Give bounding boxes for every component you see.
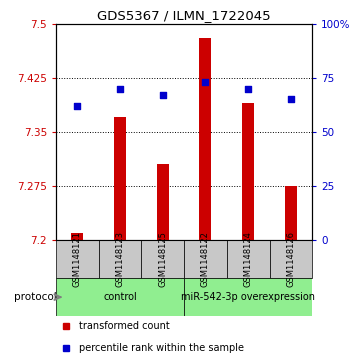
Bar — [184, 278, 312, 316]
Text: GSM1148123: GSM1148123 — [116, 231, 125, 287]
Text: GSM1148125: GSM1148125 — [158, 231, 167, 287]
Title: GDS5367 / ILMN_1722045: GDS5367 / ILMN_1722045 — [97, 9, 271, 23]
Point — [160, 92, 166, 98]
Text: control: control — [103, 292, 137, 302]
Bar — [114, 118, 126, 240]
Text: GSM1148122: GSM1148122 — [201, 231, 210, 287]
Point — [245, 86, 251, 91]
Bar — [99, 240, 142, 278]
Bar — [242, 103, 254, 240]
Bar — [142, 240, 184, 278]
Text: miR-542-3p overexpression: miR-542-3p overexpression — [181, 292, 315, 302]
Point — [74, 103, 80, 109]
Bar — [71, 233, 83, 240]
Text: transformed count: transformed count — [79, 321, 170, 331]
Bar — [56, 240, 99, 278]
Bar — [200, 38, 212, 240]
Bar — [184, 240, 227, 278]
Bar — [157, 164, 169, 240]
Text: GSM1148124: GSM1148124 — [244, 231, 253, 287]
Bar — [227, 240, 270, 278]
Text: GSM1148126: GSM1148126 — [286, 231, 295, 287]
Text: GSM1148121: GSM1148121 — [73, 231, 82, 287]
Point — [288, 97, 294, 102]
Text: protocol: protocol — [14, 292, 57, 302]
Bar — [56, 278, 184, 316]
Bar — [270, 240, 312, 278]
Text: percentile rank within the sample: percentile rank within the sample — [79, 343, 244, 353]
Point — [117, 86, 123, 91]
Point — [203, 79, 208, 85]
Bar — [285, 186, 297, 240]
